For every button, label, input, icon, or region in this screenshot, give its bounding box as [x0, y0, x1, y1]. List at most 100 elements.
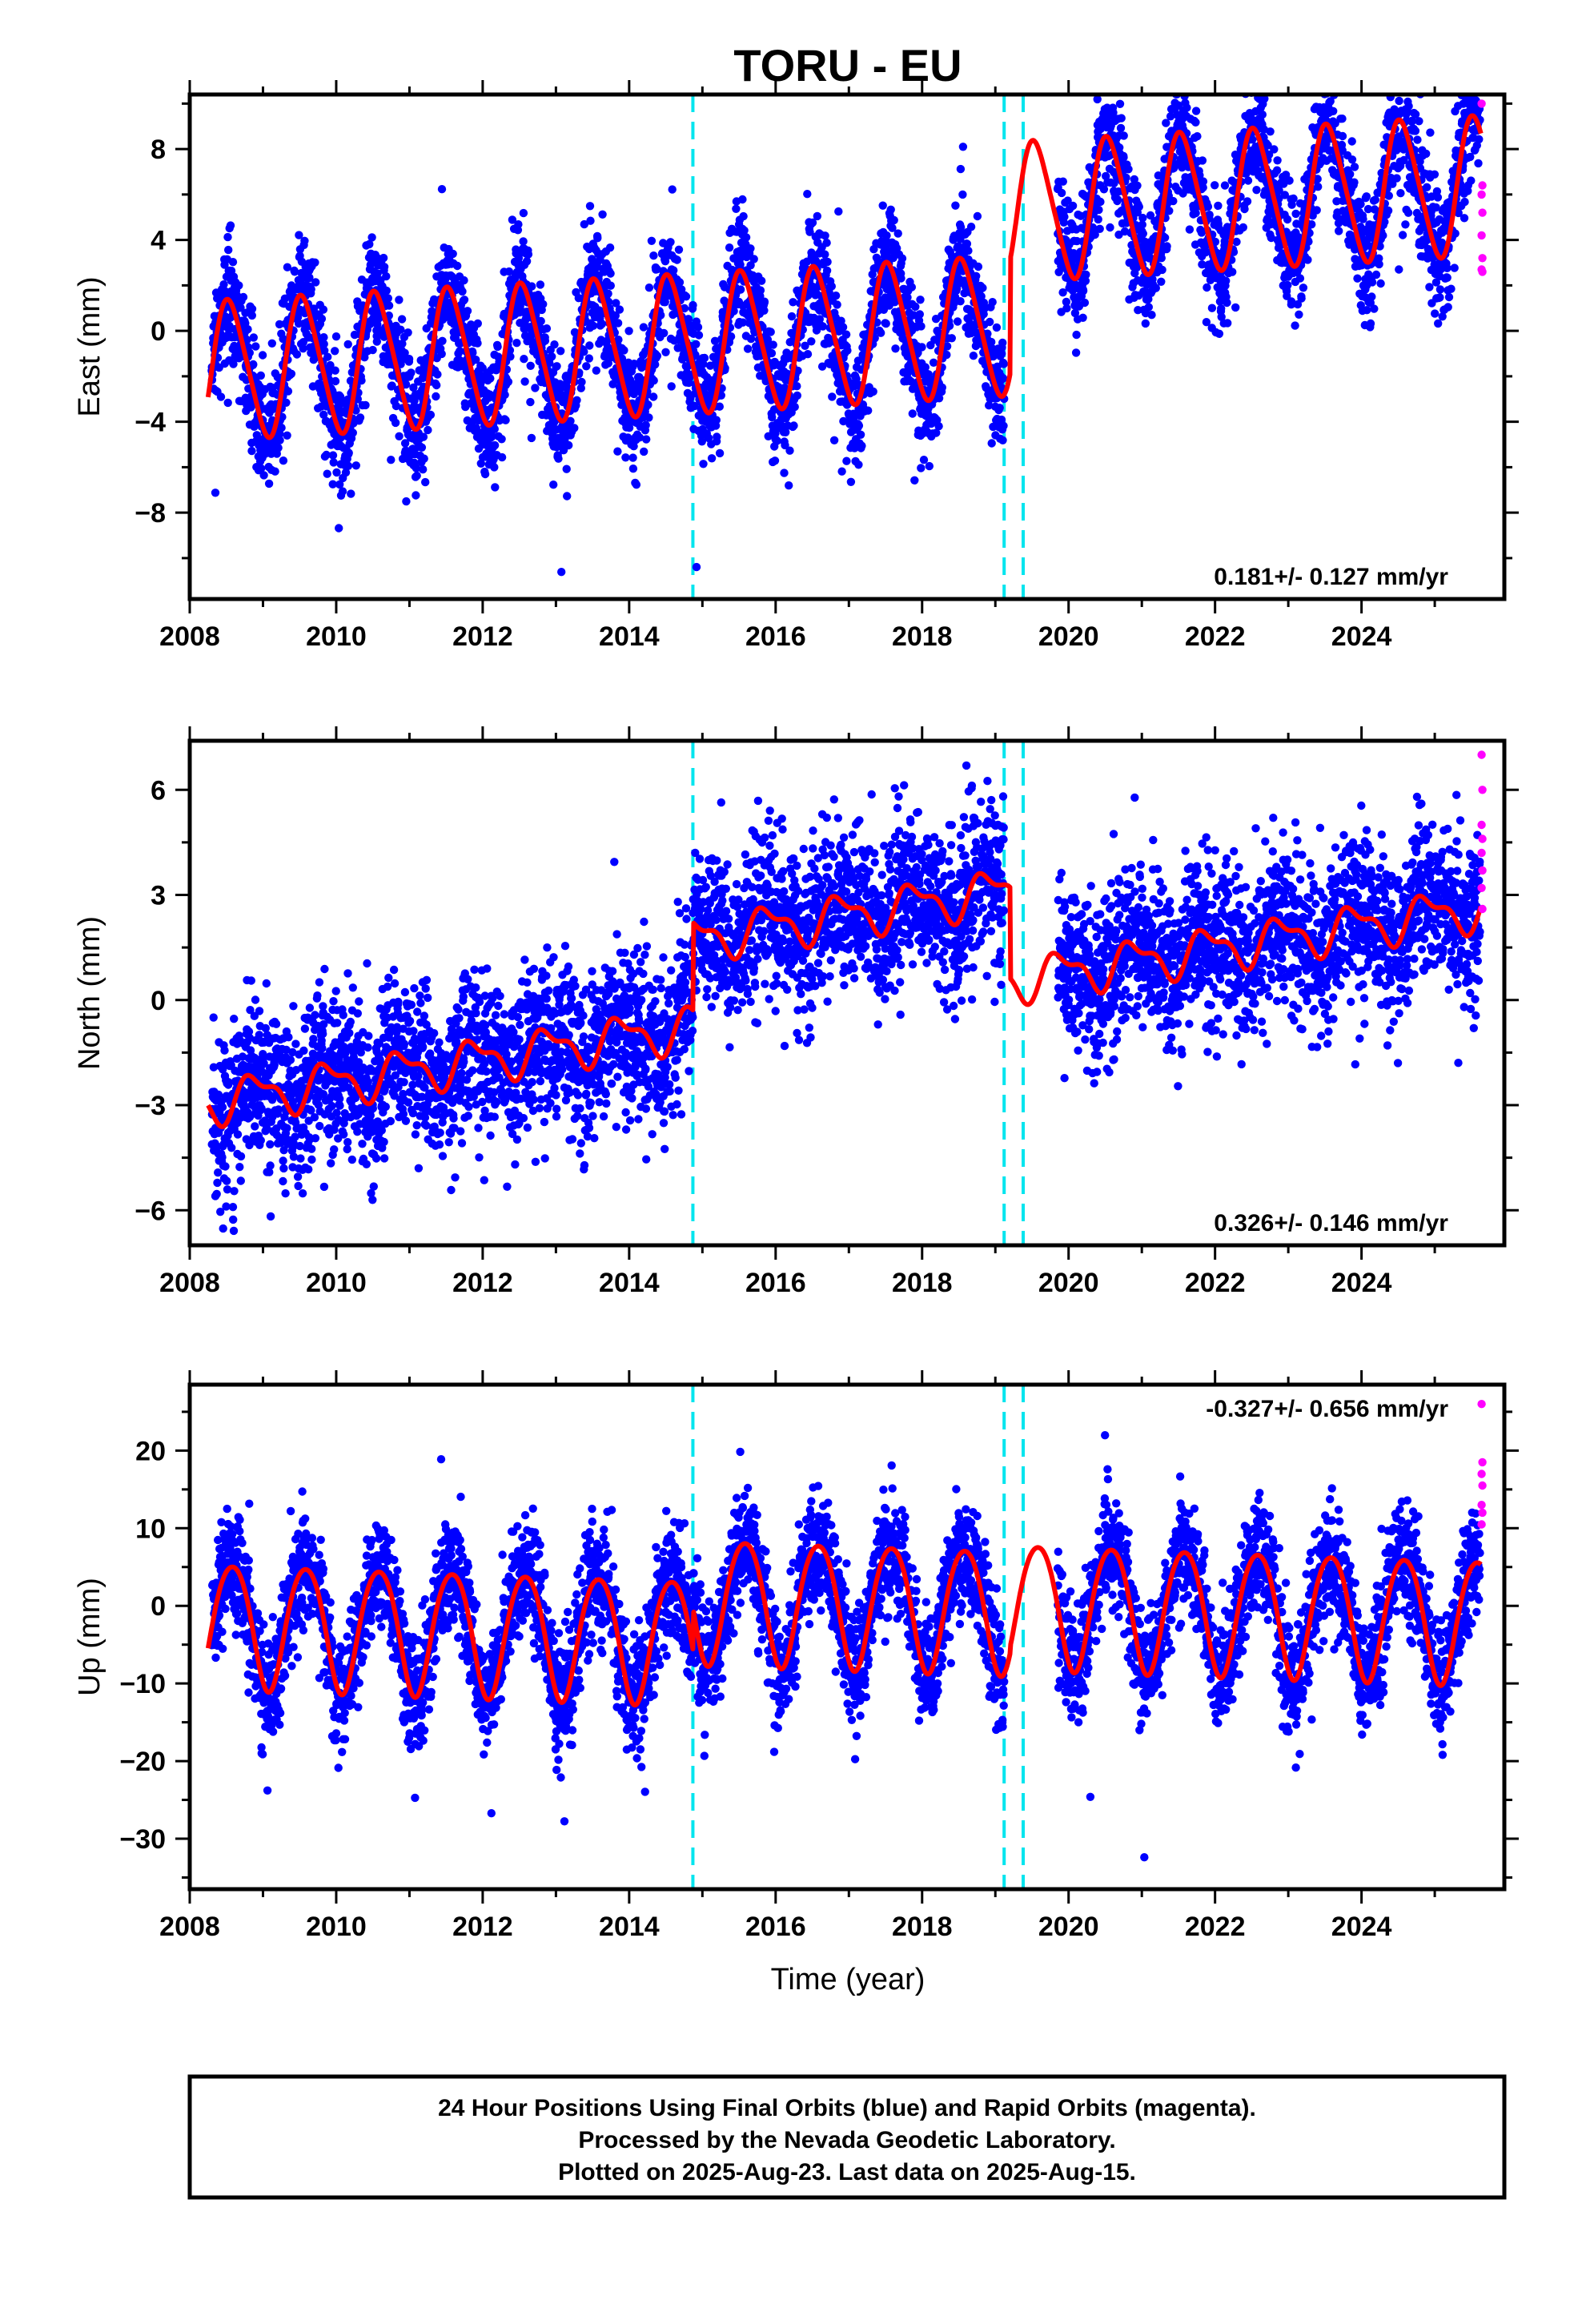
east-point [592, 366, 600, 375]
east-point [911, 302, 920, 312]
east-point [1383, 81, 1391, 89]
east-point [338, 487, 347, 496]
east-point [831, 292, 841, 300]
east-point [1211, 237, 1220, 247]
east-point [668, 185, 677, 194]
east-point [1203, 283, 1211, 292]
east-point [223, 232, 232, 242]
east-point [843, 346, 852, 355]
east-point [1291, 209, 1300, 219]
east-point [881, 319, 890, 328]
east-point [300, 236, 309, 245]
east-point [1326, 56, 1334, 64]
east-point [487, 432, 496, 442]
east-point [1146, 211, 1155, 220]
east-point [1338, 115, 1347, 123]
east-point [259, 471, 268, 480]
east-point [1363, 306, 1371, 315]
east-point [749, 255, 758, 263]
east-point [838, 323, 848, 332]
east-point [549, 480, 558, 489]
east-point [869, 387, 877, 396]
east-point [1258, 60, 1266, 68]
east-point [604, 289, 612, 298]
east-point [552, 362, 561, 371]
east-point [1291, 321, 1299, 330]
east-point [743, 344, 753, 353]
east-point [331, 347, 339, 356]
east-point [1116, 123, 1126, 133]
east-point [667, 382, 676, 391]
east-point [391, 418, 400, 428]
east-point [628, 464, 638, 473]
east-point [854, 421, 864, 430]
east-point [689, 300, 697, 310]
east-point [563, 492, 572, 501]
east-point [1057, 188, 1066, 198]
east-point [614, 336, 623, 344]
east-point [821, 250, 829, 259]
east-point [1058, 177, 1068, 186]
east-point [256, 371, 265, 380]
east-point [426, 410, 436, 420]
east-point [311, 278, 320, 287]
east-point [889, 215, 898, 225]
east-point [1070, 308, 1080, 318]
east-point [1387, 84, 1395, 92]
east-point [821, 231, 829, 240]
east-point [1232, 237, 1241, 247]
east-point [404, 355, 414, 364]
east-point [239, 292, 248, 302]
east-point [1205, 211, 1214, 219]
east-point [490, 424, 499, 433]
east-point [1391, 75, 1399, 83]
east-point [522, 257, 532, 266]
east-point [1243, 197, 1252, 206]
east-point [1144, 303, 1154, 312]
east-point [972, 271, 981, 280]
east-point [476, 459, 485, 468]
east-point [323, 352, 332, 361]
east-point [279, 456, 288, 465]
east-point [661, 348, 670, 356]
east-point [506, 352, 515, 361]
east-point [307, 285, 315, 294]
east-point [557, 568, 566, 577]
east-point [539, 300, 548, 308]
east-point [781, 440, 789, 450]
east-point [1248, 135, 1257, 144]
east-point [282, 398, 291, 407]
east-point [938, 383, 947, 392]
east-point [857, 441, 866, 450]
east-point [1389, 52, 1397, 60]
east-point [412, 471, 421, 480]
east-point [1203, 202, 1213, 211]
east-point [504, 377, 513, 386]
east-point [526, 361, 535, 370]
east-point [613, 447, 622, 456]
east-point [839, 416, 848, 426]
east-point [283, 387, 293, 396]
east-point [1133, 181, 1142, 190]
east-point [512, 339, 521, 348]
east-panel: 2008 2010 2012 2014 2016 2018 2020 2022 2024840−… [73, 52, 1519, 652]
east-point [1289, 194, 1298, 203]
east-point [1254, 52, 1262, 60]
east-plot-area [205, 52, 1487, 599]
east-point [1117, 114, 1126, 123]
east-point [277, 424, 286, 432]
east-point [768, 412, 777, 422]
east-point [1147, 311, 1156, 320]
east-point [666, 238, 675, 247]
east-point [536, 316, 545, 326]
east-point [1078, 313, 1087, 322]
east-point [343, 461, 353, 470]
east-point [640, 447, 648, 456]
east-point [644, 400, 652, 409]
east-point [421, 477, 430, 487]
east-point [1094, 215, 1102, 224]
east-point [1138, 229, 1148, 238]
east-point [401, 446, 410, 455]
east-point [251, 342, 260, 351]
east-point [1119, 131, 1128, 140]
